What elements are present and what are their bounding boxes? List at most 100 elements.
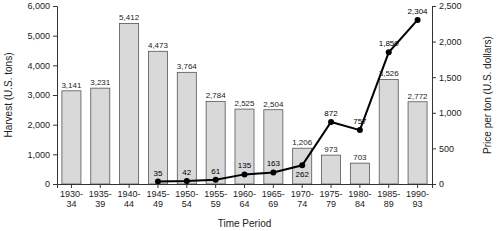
axis: 0 1,000 2,000 3,000 4,000 5,000 6,000 [27,1,57,189]
marker [415,17,421,23]
line [158,20,418,182]
data-label: 2,504 [263,100,284,109]
tick-mark [71,184,72,188]
tick: 1990-93 [406,184,429,209]
tick-label: 1935-39 [89,189,112,209]
tick-label: 1950-54 [175,189,198,209]
data-label: 1,206 [292,138,313,147]
tick: 1980-84 [348,184,371,209]
tick-mark [432,42,436,43]
bar [206,101,225,184]
tick-label: 1965-69 [262,189,285,209]
tick-mark [186,184,187,188]
data-label: 2,784 [206,91,227,100]
tick: 2,500 [432,1,462,11]
tick-label: 1955-59 [204,189,227,209]
axis-title: Time Period [218,218,272,229]
tick-mark [53,184,57,185]
axis-line [58,185,433,189]
tick-mark [157,184,158,188]
data-label: 757 [353,117,367,126]
tick-label: 4,000 [27,61,50,71]
tick: 2,000 [27,120,57,130]
data-label: 3,764 [177,62,198,71]
tick-mark [53,6,57,7]
tick: 1940-44 [118,184,141,209]
tick-label: 3,000 [27,90,50,100]
tick-label: 0 [439,179,444,189]
tick-mark [215,184,216,188]
axis-line [53,7,58,185]
marker [357,127,363,133]
tick-label: 1940-44 [118,189,141,209]
marker [213,177,219,183]
axis: 05001,0001,5002,0002,500 [432,1,462,189]
data-label: 135 [238,161,252,170]
tick-label: 1,000 [439,108,462,118]
axis: 1930-34 1935-39 1940-441945-49 1950-54 1955-… [58,184,433,209]
chart: 3,1413,2315,4124,4733,7642,7842,5252,504… [0,0,500,231]
tick-mark [53,154,57,155]
tick-mark [53,36,57,37]
marks [62,17,427,184]
tick-label: 1945-49 [146,189,169,209]
data-label: 42 [182,168,191,177]
tick-label: 1975-79 [320,189,343,209]
marker [270,169,276,175]
data-label: 3,231 [90,78,111,87]
tick-label: 500 [439,144,454,154]
tick-label: 1980-84 [348,189,371,209]
bar [62,91,81,184]
data-label: 61 [211,167,220,176]
tick: 1975-79 [320,184,343,209]
tick-label: 0 [45,179,50,189]
tick: 0 [432,179,444,189]
data-label: 5,412 [119,13,140,22]
tick-mark [302,184,303,188]
tick-label: 1990-93 [406,189,429,209]
tick: 1945-49 [146,184,169,209]
tick: 1965-69 [262,184,285,209]
axis-line [433,7,437,185]
tick-label: 1930-34 [60,189,83,209]
bar [350,163,369,184]
tick-mark [417,184,418,188]
bar [379,79,398,184]
tick-mark [331,184,332,188]
tick-label: 5,000 [27,31,50,41]
tick-mark [53,65,57,66]
axis-title: Price per ton (U.S. dollars) [482,36,493,154]
tick: 1930-34 [60,184,83,209]
data-label: 2,304 [408,7,429,16]
tick: 1,000 [432,108,462,118]
bar [91,88,110,184]
tick-label: 1,000 [27,150,50,160]
marker [299,162,305,168]
bar [148,51,167,184]
plot: 3,1413,2315,4124,4733,7642,7842,5252,504… [27,1,461,209]
marker [328,119,334,125]
data-labels: 3,1413,2315,4124,4733,7642,7842,5252,504… [61,7,428,179]
data-label: 3,141 [61,81,82,90]
marker [155,179,161,184]
tick: 5,000 [27,31,57,41]
data-label: 973 [324,145,338,154]
tick: 1970-74 [291,184,314,209]
tick-label: 1960-64 [233,189,256,209]
tick-mark [53,95,57,96]
tick-mark [129,184,130,188]
bar [322,155,341,184]
tick-mark [432,113,436,114]
tick: 1955-59 [204,184,227,209]
tick: 6,000 [27,1,57,11]
tick: 500 [432,144,454,154]
marker [184,178,190,184]
bar [235,109,254,184]
tick: 1950-54 [175,184,198,209]
tick: 1935-39 [89,184,112,209]
tick-label: 1985-89 [377,189,400,209]
tick: 2,000 [432,37,462,47]
data-label: 262 [296,170,310,179]
data-label: 1,850 [379,39,400,48]
tick-mark [432,6,436,7]
